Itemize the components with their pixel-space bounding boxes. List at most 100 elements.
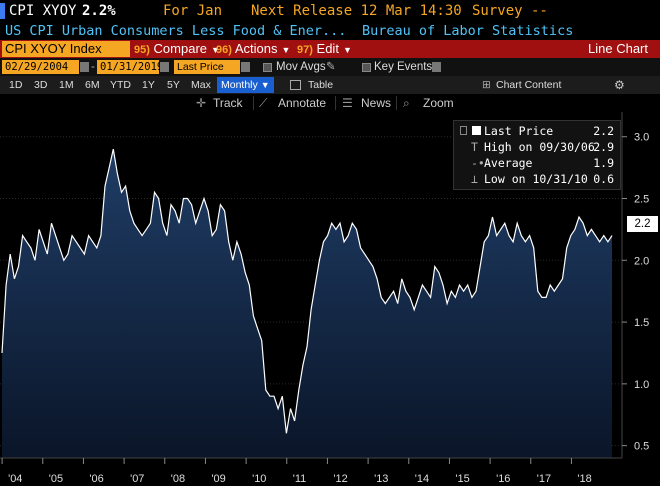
compare-button[interactable]: 95) Compare ▼: [134, 40, 220, 59]
x-tick-label: '08: [171, 473, 185, 485]
y-tick-label: 1.0: [634, 379, 649, 391]
edit-button[interactable]: 97) Edit ▼: [297, 40, 352, 59]
security-description: US CPI Urban Consumers Less Food & Ener.…: [0, 22, 660, 40]
legend-avg-value: 1.9: [593, 156, 614, 170]
chevron-down-icon: ▼: [260, 80, 270, 90]
mov-avgs-label[interactable]: Mov Avgs: [276, 61, 326, 73]
y-tick-label: 1.5: [634, 317, 649, 329]
start-date-input[interactable]: 02/29/2004: [2, 60, 79, 74]
last-price-tag: 2.2: [627, 216, 658, 232]
dropdown-icon[interactable]: [432, 62, 441, 72]
y-tick-label: 2.5: [634, 194, 649, 206]
legend-avg-label: Average: [484, 156, 533, 170]
end-date-input[interactable]: 01/31/2019: [97, 60, 163, 74]
range-1y[interactable]: 1Y: [142, 79, 155, 91]
compare-number: 95): [134, 44, 150, 56]
zoom-icon[interactable]: ⌕: [403, 96, 410, 110]
x-tick-label: '05: [49, 473, 63, 485]
legend-low-value: 0.6: [593, 172, 614, 186]
chart-type-title: Line Chart: [588, 41, 648, 56]
field-select[interactable]: Last Price: [174, 60, 240, 74]
key-events-label[interactable]: Key Events: [374, 61, 433, 73]
x-tick-label: '15: [455, 473, 469, 485]
edit-label: Edit: [316, 41, 339, 56]
legend-toggle-icon[interactable]: [460, 126, 467, 135]
mov-avgs-checkbox[interactable]: [263, 63, 272, 72]
crosshair-icon[interactable]: ✛: [196, 96, 207, 110]
annotate-icon[interactable]: ⟋: [259, 96, 268, 110]
y-tick-label: 0.5: [634, 441, 649, 453]
legend-low-label: Low on 10/31/10: [484, 172, 588, 186]
key-events-checkbox[interactable]: [362, 63, 371, 72]
last-value: 2.2%: [82, 3, 116, 19]
security-name: US CPI Urban Consumers Less Food & Ener.…: [5, 23, 347, 39]
calendar-icon[interactable]: [160, 62, 169, 72]
security-input[interactable]: CPI XYOY Index: [2, 41, 130, 57]
range-1m[interactable]: 1M: [59, 79, 74, 91]
news-button[interactable]: News: [361, 96, 392, 110]
legend-row-last: Last Price 2.2: [458, 123, 618, 139]
range-ytd[interactable]: YTD: [110, 79, 131, 91]
pencil-icon[interactable]: ✎: [326, 61, 336, 73]
x-tick-label: '09: [211, 473, 225, 485]
low-marker-icon: ⊥: [471, 172, 478, 186]
chevron-down-icon: ▼: [281, 45, 291, 55]
annotate-button[interactable]: Annotate: [278, 96, 327, 110]
calendar-icon[interactable]: [80, 62, 89, 72]
range-6m[interactable]: 6M: [85, 79, 100, 91]
actions-label: Actions: [234, 41, 278, 56]
zoom-button[interactable]: Zoom: [423, 96, 454, 110]
range-5y[interactable]: 5Y: [167, 79, 180, 91]
y-tick-label: 2.0: [634, 255, 649, 267]
x-tick-label: '17: [537, 473, 551, 485]
series-swatch: [472, 126, 481, 135]
data-source: Bureau of Labor Statistics: [362, 23, 574, 39]
x-tick-label: '11: [293, 473, 307, 485]
series-line: [1, 148, 613, 434]
divider: [396, 96, 397, 110]
news-icon[interactable]: ☰: [342, 96, 353, 110]
frequency-select[interactable]: Monthly ▼: [217, 77, 274, 93]
dropdown-icon[interactable]: [241, 62, 250, 72]
legend-high-label: High on 09/30/06: [484, 140, 595, 154]
legend-row-high: T High on 09/30/06 2.9: [458, 139, 618, 155]
divider: [253, 96, 254, 110]
period-label: For Jan: [163, 3, 223, 19]
chart-content-icon[interactable]: ⊞: [482, 79, 491, 91]
next-release: Next Release 12 Mar 14:30: [251, 3, 462, 19]
track-button[interactable]: Track: [213, 96, 243, 110]
x-tick-label: '06: [89, 473, 103, 485]
chevron-down-icon: ▼: [342, 45, 352, 55]
table-icon[interactable]: [290, 80, 301, 90]
edit-number: 97): [297, 44, 313, 56]
survey-label: Survey --: [472, 3, 548, 19]
chevron-down-icon: ▼: [211, 45, 220, 55]
divider: [335, 96, 336, 110]
legend-row-low: ⊥ Low on 10/31/10 0.6: [458, 171, 618, 187]
chart-content-button[interactable]: Chart Content: [496, 79, 562, 91]
line-chart[interactable]: 3.0 2.5 2.0 1.5 1.0 0.5 '04 '05 '06 '07 '08 '09 '10…: [0, 112, 660, 486]
actions-number: 96): [216, 44, 232, 56]
range-1d[interactable]: 1D: [9, 79, 23, 91]
chart-toolbar: ✛ Track ⟋ Annotate ☰ News ⌕ Zoom: [0, 94, 660, 112]
ticker-header: CPI XYOY 2.2% For Jan Next Release 12 Ma…: [0, 0, 660, 22]
table-button[interactable]: Table: [308, 79, 334, 91]
actions-button[interactable]: 96) Actions ▼: [216, 40, 290, 59]
range-bar: 1D 3D 1M 6M YTD 1Y 5Y Max Monthly ▼ Tabl…: [0, 76, 660, 94]
settings-bar: 02/29/2004 - 01/31/2019 Last Price Mov A…: [0, 58, 660, 76]
ticker-symbol[interactable]: CPI XYOY: [9, 3, 77, 19]
chart-legend[interactable]: Last Price 2.2 T High on 09/30/06 2.9 -•…: [453, 120, 621, 190]
gear-icon[interactable]: ⚙: [614, 78, 625, 92]
range-3d[interactable]: 3D: [34, 79, 48, 91]
x-tick-label: '10: [252, 473, 266, 485]
x-tick-label: '18: [577, 473, 591, 485]
x-tick-label: '07: [130, 473, 144, 485]
x-tick-label: '04: [8, 473, 22, 485]
y-tick-label: 3.0: [634, 132, 649, 144]
date-separator: -: [91, 61, 95, 73]
area-fill: [2, 149, 612, 458]
range-max[interactable]: Max: [191, 79, 211, 91]
compare-label: Compare: [153, 41, 207, 56]
x-tick-label: '12: [333, 473, 347, 485]
function-bar: CPI XYOY Index 95) Compare ▼ 96) Actions ▼…: [0, 40, 660, 58]
